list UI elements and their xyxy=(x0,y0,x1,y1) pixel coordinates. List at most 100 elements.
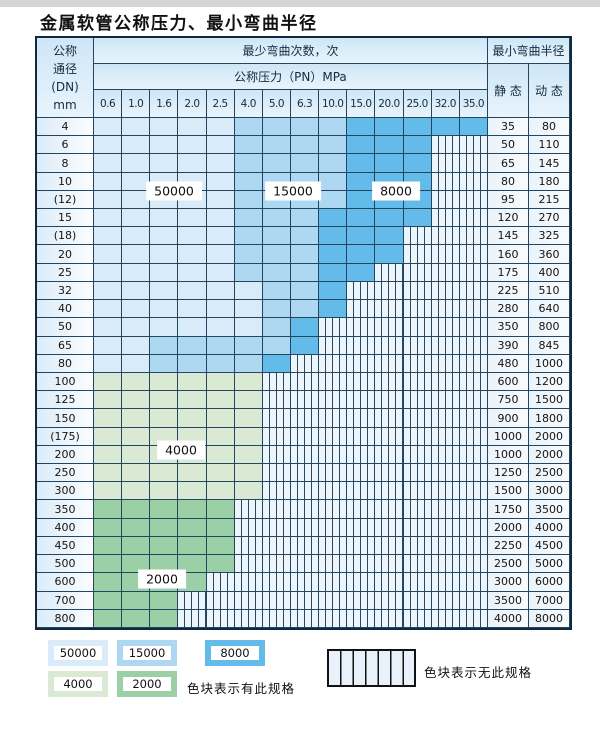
spec-cell-50000 xyxy=(122,263,151,282)
spec-cell-8000 xyxy=(319,300,348,319)
no-spec-cell xyxy=(431,263,460,282)
spec-cell-4000 xyxy=(122,372,151,392)
no-spec-cell xyxy=(319,427,348,446)
spec-cell-4000 xyxy=(150,464,179,483)
dn-cell: 250 xyxy=(37,464,94,483)
spec-cell-4000 xyxy=(206,482,235,501)
no-spec-cell xyxy=(290,536,320,556)
no-spec-cell xyxy=(375,391,404,410)
spec-cell-8000 xyxy=(319,227,348,246)
dynamic-radius-cell: 400 xyxy=(528,263,570,282)
no-spec-cell xyxy=(290,409,320,428)
dynamic-radius-cell: 800 xyxy=(528,318,570,337)
spec-cell-50000 xyxy=(122,336,151,355)
spec-cell-50000 xyxy=(94,336,123,355)
static-radius-cell: 160 xyxy=(487,245,529,264)
spec-cell-50000 xyxy=(178,118,207,137)
spec-cell-2000 xyxy=(122,536,151,556)
dynamic-radius-cell: 110 xyxy=(528,136,570,155)
legend: 色块表示有此规格 色块表示无此规格 50000 15000 8000 4000 2000 xyxy=(0,636,600,736)
no-spec-cell xyxy=(234,500,263,519)
spec-cell-8000 xyxy=(347,245,376,264)
spec-cell-2000 xyxy=(150,536,179,556)
spec-cell-50000 xyxy=(178,154,207,173)
no-spec-cell xyxy=(375,555,404,574)
no-spec-cell xyxy=(319,591,348,610)
dynamic-radius-cell: 360 xyxy=(528,245,570,264)
spec-cell-50000 xyxy=(234,300,263,319)
legend-has-spec-text: 色块表示有此规格 xyxy=(187,681,296,696)
dn-cell: 50 xyxy=(37,318,94,337)
spec-cell-15000 xyxy=(290,245,320,264)
no-spec-cell xyxy=(347,500,376,519)
spec-cell-50000 xyxy=(206,263,235,282)
no-spec-cell xyxy=(459,190,488,210)
spec-cell-4000 xyxy=(178,409,207,428)
pressure-col-header-35.0: 35.0 xyxy=(459,90,488,118)
spec-cell-15000 xyxy=(262,172,291,191)
static-radius-cell: 2500 xyxy=(487,555,529,574)
no-spec-cell xyxy=(347,609,376,628)
dynamic-radius-cell: 4500 xyxy=(528,536,570,556)
no-spec-cell xyxy=(431,354,460,373)
spec-cell-2000 xyxy=(178,500,207,519)
spec-cell-15000 xyxy=(262,318,291,337)
no-spec-cell xyxy=(262,609,291,628)
spec-cell-50000 xyxy=(150,263,179,282)
spec-cell-8000 xyxy=(403,136,432,155)
dn-cell: 300 xyxy=(37,482,94,501)
spec-cell-15000 xyxy=(262,190,291,210)
spec-cell-15000 xyxy=(290,227,320,246)
spec-cell-15000 xyxy=(290,263,320,282)
dn-cell: 800 xyxy=(37,609,94,628)
spec-cell-50000 xyxy=(122,281,151,301)
dn-cell: 200 xyxy=(37,445,94,465)
no-spec-cell xyxy=(459,555,488,574)
spec-cell-2000 xyxy=(94,609,123,628)
no-spec-cell xyxy=(459,372,488,392)
no-spec-cell xyxy=(375,482,404,501)
static-radius-cell: 1750 xyxy=(487,500,529,519)
dynamic-radius-cell: 4000 xyxy=(528,518,570,537)
spec-cell-50000 xyxy=(178,318,207,337)
no-spec-cell xyxy=(319,555,348,574)
spec-cell-15000 xyxy=(319,154,348,173)
spec-cell-8000 xyxy=(375,136,404,155)
spec-cell-15000 xyxy=(234,336,263,355)
dn-cell: 15 xyxy=(37,209,94,228)
corner-header-dn: 公称 通径 (DN) mm xyxy=(37,38,94,118)
no-spec-cell xyxy=(319,500,348,519)
spec-cell-50000 xyxy=(206,227,235,246)
no-spec-cell xyxy=(319,336,348,355)
legend-swatch-2000: 2000 xyxy=(117,671,177,697)
no-spec-cell xyxy=(459,609,488,628)
dynamic-radius-cell: 6000 xyxy=(528,573,570,592)
no-spec-cell xyxy=(459,591,488,610)
no-spec-cell xyxy=(290,573,320,592)
static-radius-cell: 390 xyxy=(487,336,529,355)
spec-cell-4000 xyxy=(150,482,179,501)
no-spec-cell xyxy=(375,300,404,319)
spec-cell-2000 xyxy=(122,500,151,519)
spec-cell-15000 xyxy=(262,209,291,228)
spec-cell-4000 xyxy=(178,391,207,410)
spec-cell-8000 xyxy=(403,118,432,137)
spec-cell-15000 xyxy=(234,209,263,228)
no-spec-cell xyxy=(262,409,291,428)
no-spec-cell xyxy=(459,263,488,282)
no-spec-cell xyxy=(403,445,432,465)
no-spec-cell xyxy=(347,482,376,501)
spec-cell-2000 xyxy=(122,573,151,592)
no-spec-cell xyxy=(290,372,320,392)
spec-cell-15000 xyxy=(290,190,320,210)
no-spec-cell xyxy=(459,409,488,428)
static-radius-cell: 65 xyxy=(487,154,529,173)
no-spec-cell xyxy=(375,445,404,465)
spec-cell-4000 xyxy=(150,427,179,446)
no-spec-cell xyxy=(431,591,460,610)
spec-cell-15000 xyxy=(150,336,179,355)
spec-cell-8000 xyxy=(347,190,376,210)
dn-cell: 500 xyxy=(37,555,94,574)
no-spec-cell xyxy=(459,482,488,501)
spec-cell-4000 xyxy=(234,409,263,428)
